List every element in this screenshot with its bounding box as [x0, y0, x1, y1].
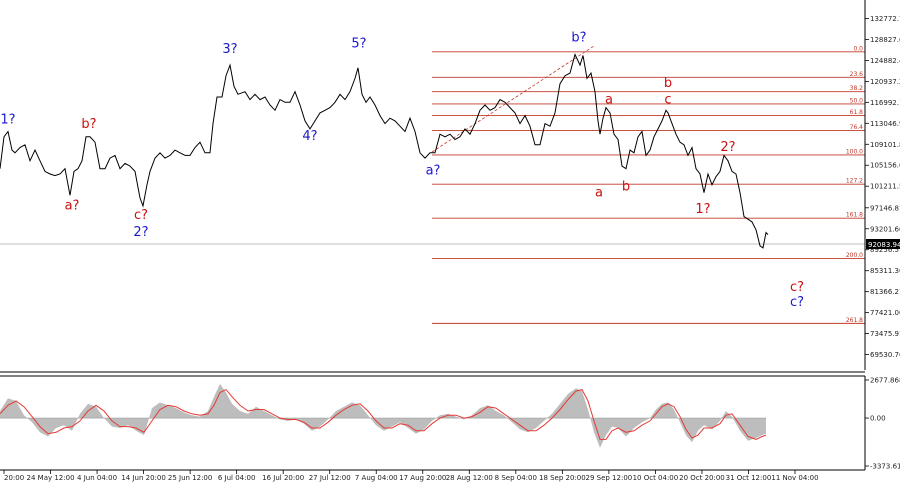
price-tick-label: 97146.81	[870, 204, 900, 212]
wave-label: c?	[134, 208, 148, 223]
time-tick-label: 25 Jun 12:00	[168, 474, 212, 482]
price-tick-label: 89256.51	[870, 246, 900, 254]
time-tick-label: 31 Oct 12:00	[726, 474, 772, 482]
time-tick-label: 20 Oct 20:00	[679, 474, 725, 482]
wave-label: b	[622, 180, 630, 195]
time-tick-label: 7 Aug 04:00	[355, 474, 398, 482]
time-tick-label: 29 Sep 12:00	[586, 474, 633, 482]
fib-level-label: 61.8	[850, 109, 864, 116]
fib-level-label: 200.0	[846, 252, 863, 259]
price-tick-label: 69530.76	[870, 351, 900, 359]
fib-level-label: 23.6	[850, 71, 864, 78]
time-tick-label: 6 Jul 04:00	[218, 474, 256, 482]
wave-label: 4?	[302, 129, 317, 144]
fib-level-label: 0.0	[853, 45, 863, 52]
fib-level-label: 161.8	[846, 212, 863, 219]
wave-label: c?	[790, 295, 804, 310]
time-tick-label: 28 Aug 12:00	[446, 474, 493, 482]
time-tick-label: 11 Nov 04:00	[771, 474, 818, 482]
time-tick-label: 16 Jul 20:00	[262, 474, 304, 482]
price-tick-label: 113046.96	[870, 120, 900, 128]
wave-label: 2?	[720, 140, 735, 155]
wave-label: 2?	[133, 225, 148, 240]
current-price-badge: 92083.94	[866, 239, 900, 249]
fib-level-label: 127.2	[846, 178, 863, 185]
price-tick-label: 124882.41	[870, 57, 900, 65]
oscillator-histogram	[0, 383, 766, 448]
fib-level-label: 76.4	[850, 124, 864, 131]
time-tick-label: 14 Jun 20:00	[121, 474, 165, 482]
price-axis: 132772.71 128827.66 124882.41 120937.26 1169…	[865, 15, 900, 359]
wave-label: c	[664, 92, 671, 107]
price-tick-label: 85311.36	[870, 267, 900, 275]
wave-label: a	[595, 185, 603, 200]
price-tick-label: 105156.66	[870, 162, 900, 170]
osc-tick-label: -3373.613	[870, 463, 900, 471]
price-tick-label: 109101.81	[870, 141, 900, 149]
current-price-label: 92083.94	[868, 241, 900, 249]
wave-label: 5?	[351, 37, 366, 52]
price-tick-label: 120937.26	[870, 78, 900, 86]
time-tick-label: 8 Sep 04:00	[495, 474, 537, 482]
fibonacci-levels: 0.0 23.6 38.2 50.0 61.8 76.4 100.0 127.2 161.8 20…	[432, 45, 865, 324]
price-tick-label: 101211.51	[870, 183, 900, 191]
wave-label: 1?	[0, 113, 15, 128]
wave-label: b?	[571, 31, 586, 46]
wave-label: a?	[426, 164, 441, 179]
price-series	[0, 53, 769, 249]
oscillator-signal-line	[0, 388, 767, 440]
time-tick-label: 17 Aug 20:00	[399, 474, 446, 482]
osc-tick-label: 2677.868	[870, 377, 900, 385]
fib-level-label: 38.2	[850, 85, 864, 92]
price-tick-label: 116992.11	[870, 99, 900, 107]
time-tick-label: 20:00	[4, 474, 24, 482]
time-tick-label: 24 May 12:00	[27, 474, 75, 482]
oscillator-axis: 2677.868 0.00 -3373.613	[865, 377, 900, 471]
osc-tick-label: 0.00	[870, 415, 886, 423]
time-tick-label: 4 Jun 04:00	[77, 474, 117, 482]
b-a-trend-line	[431, 45, 595, 153]
time-tick-label: 27 Jul 12:00	[309, 474, 351, 482]
wave-label: 1?	[695, 202, 710, 217]
price-tick-label: 128827.66	[870, 36, 900, 44]
price-tick-label: 77421.06	[870, 309, 900, 317]
oscillator-panel	[0, 383, 767, 448]
time-axis: 20:00 24 May 12:00 4 Jun 04:00 14 Jun 20:00…	[3, 470, 819, 482]
fib-level-label: 50.0	[850, 97, 864, 104]
fib-level-label: 261.8	[846, 317, 863, 324]
wave-label: b	[664, 76, 672, 91]
price-tick-label: 73475.91	[870, 330, 900, 338]
wave-label: b?	[81, 117, 96, 132]
wave-labels: 1?a?b?c?2?3?4?5?a?b?ba ca b1?2?c?c?	[0, 31, 804, 310]
wave-label: c?	[790, 280, 804, 295]
price-tick-label: 81366.21	[870, 288, 900, 296]
time-tick-label: 18 Sep 20:00	[539, 474, 586, 482]
fib-level-label: 100.0	[846, 148, 863, 155]
time-tick-label: 10 Oct 04:00	[633, 474, 679, 482]
price-tick-label: 132772.71	[870, 15, 900, 23]
wave-label: 3?	[222, 42, 237, 57]
wave-label: a?	[65, 199, 80, 214]
wave-label: a	[605, 92, 613, 107]
price-tick-label: 93201.66	[870, 225, 900, 233]
